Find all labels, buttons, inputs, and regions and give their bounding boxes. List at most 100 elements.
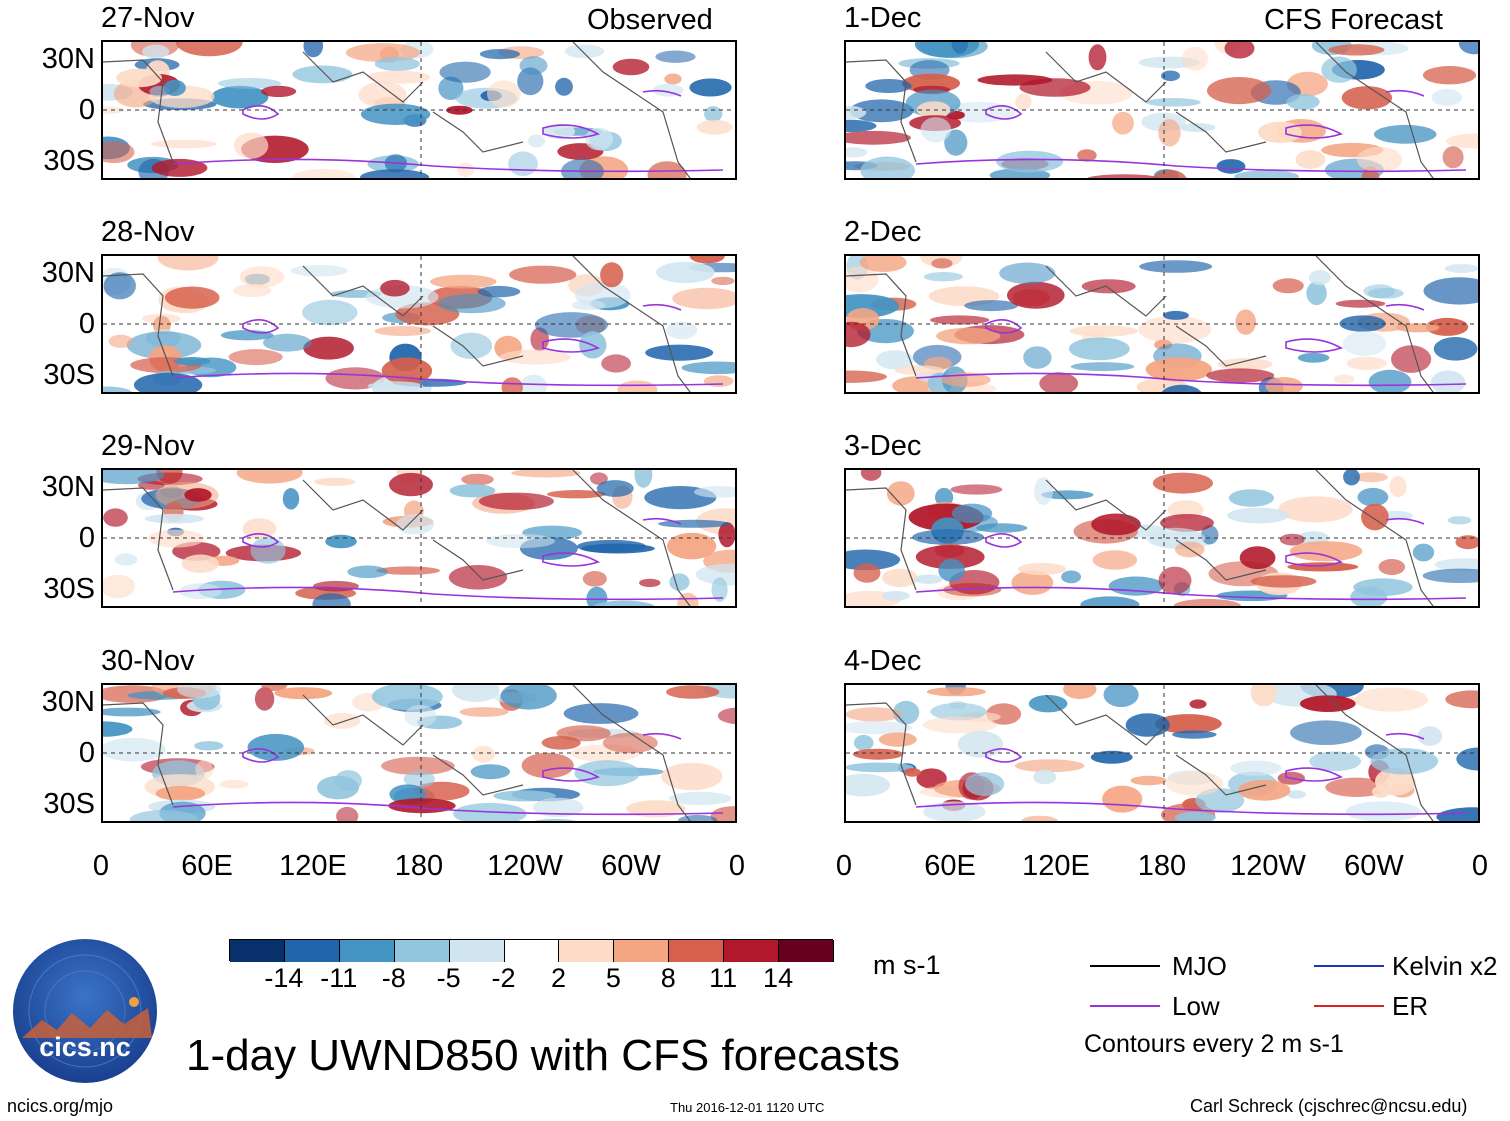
legend-low-line — [1090, 1005, 1160, 1007]
anomaly-blob — [500, 685, 557, 710]
anomaly-blob — [1430, 370, 1466, 392]
x-tick-label: 120W — [1230, 850, 1306, 882]
anomaly-blob — [461, 473, 494, 486]
anomaly-blob — [1227, 507, 1289, 524]
x-tick-label: 0 — [728, 850, 746, 882]
anomaly-blob — [626, 800, 686, 818]
anomaly-blob — [247, 733, 305, 761]
anomaly-blob — [103, 737, 166, 762]
low-contour — [542, 338, 600, 353]
coastline — [1175, 754, 1267, 796]
anomaly-blob — [1395, 323, 1440, 333]
anomaly-blob — [509, 265, 577, 284]
anomaly-blob — [459, 707, 509, 717]
anomaly-blob — [1023, 346, 1052, 369]
anomaly-blob — [150, 139, 218, 149]
anomaly-blob — [217, 78, 282, 89]
anomaly-blob — [1444, 264, 1478, 273]
cics-logo-graphic — [13, 939, 157, 1083]
anomaly-blob — [601, 354, 631, 373]
anomaly-blob — [521, 752, 574, 779]
map-field — [846, 256, 1478, 392]
anomaly-blob — [179, 583, 222, 600]
anomaly-blob — [846, 370, 887, 383]
low-contour — [1285, 124, 1343, 139]
anomaly-blob — [999, 262, 1056, 285]
anomaly-blob — [1455, 535, 1478, 550]
anomaly-blob — [380, 279, 410, 297]
anomaly-blob — [639, 578, 661, 588]
anomaly-blob — [944, 129, 968, 156]
coastline — [572, 470, 691, 606]
anomaly-blob — [367, 381, 424, 391]
coastline — [432, 754, 524, 796]
low-contour — [642, 89, 682, 97]
anomaly-blob — [1069, 325, 1138, 337]
anomaly-blob — [1308, 270, 1331, 285]
anomaly-blob — [450, 332, 493, 359]
anomaly-blob — [439, 61, 491, 83]
anomaly-blob — [314, 477, 356, 486]
colorbar-tick-label: -8 — [381, 963, 406, 993]
anomaly-blob — [1309, 751, 1362, 772]
anomaly-blob — [114, 553, 138, 566]
anomaly-blob — [163, 79, 186, 96]
anomaly-blob — [846, 105, 867, 120]
anomaly-blob — [1295, 150, 1326, 169]
coastline — [1175, 539, 1267, 581]
anomaly-blob — [520, 374, 547, 392]
anomaly-blob — [846, 773, 890, 797]
anomaly-blob — [1028, 695, 1068, 713]
map-panel-1-dec — [844, 40, 1480, 180]
anomaly-blob — [116, 68, 162, 88]
anomaly-blob — [1070, 362, 1135, 372]
footer-url[interactable]: ncics.org/mjo — [7, 1096, 114, 1116]
colorbar-tick-label: -11 — [320, 963, 358, 993]
anomaly-blob — [487, 80, 521, 108]
anomaly-blob — [596, 480, 634, 497]
anomaly-blob — [1092, 550, 1138, 570]
anomaly-blob — [1355, 687, 1428, 712]
anomaly-blob — [661, 762, 723, 791]
anomaly-blob — [1161, 70, 1180, 82]
anomaly-blob — [881, 591, 910, 601]
anomaly-blob — [430, 274, 497, 289]
anomaly-blob — [1238, 779, 1291, 801]
anomaly-blob — [1090, 750, 1133, 764]
y-tick-label: 30S — [43, 788, 95, 820]
anomaly-blob — [1206, 368, 1275, 383]
x-tick-label: 60E — [181, 850, 233, 882]
low-contour — [542, 552, 600, 567]
anomaly-blob — [472, 745, 496, 763]
anomaly-blob — [303, 336, 354, 360]
low-contour — [172, 158, 724, 173]
anomaly-blob — [930, 315, 990, 325]
colorbar-tick-label: 14 — [763, 963, 794, 993]
anomaly-blob — [312, 580, 359, 592]
anomaly-blob — [414, 781, 470, 801]
anomaly-blob — [1341, 86, 1393, 110]
anomaly-blob — [389, 472, 433, 497]
anomaly-blob — [151, 158, 208, 177]
anomaly-blob — [951, 42, 969, 54]
anomaly-blob — [1235, 309, 1256, 335]
anomaly-blob — [1234, 170, 1300, 178]
colorbar-swatch — [449, 940, 505, 962]
anomaly-blob — [1278, 496, 1353, 523]
anomaly-blob — [1239, 546, 1276, 570]
colorbar-swatch — [669, 940, 725, 962]
anomaly-blob — [922, 716, 997, 734]
anomaly-blob — [1346, 356, 1387, 370]
anomaly-blob — [996, 150, 1064, 173]
anomaly-blob — [865, 79, 912, 93]
y-tick-label: 30S — [43, 359, 95, 391]
anomaly-blob — [703, 375, 734, 387]
colorbar-swatch — [230, 940, 285, 962]
anomaly-blob — [374, 326, 432, 336]
y-tick-label: 30N — [41, 686, 95, 718]
anomaly-blob — [1130, 775, 1167, 786]
anomaly-blob — [1152, 169, 1187, 178]
anomaly-blob — [155, 786, 206, 801]
map-field — [846, 470, 1478, 606]
colorbar-tick-label: 11 — [709, 963, 738, 993]
